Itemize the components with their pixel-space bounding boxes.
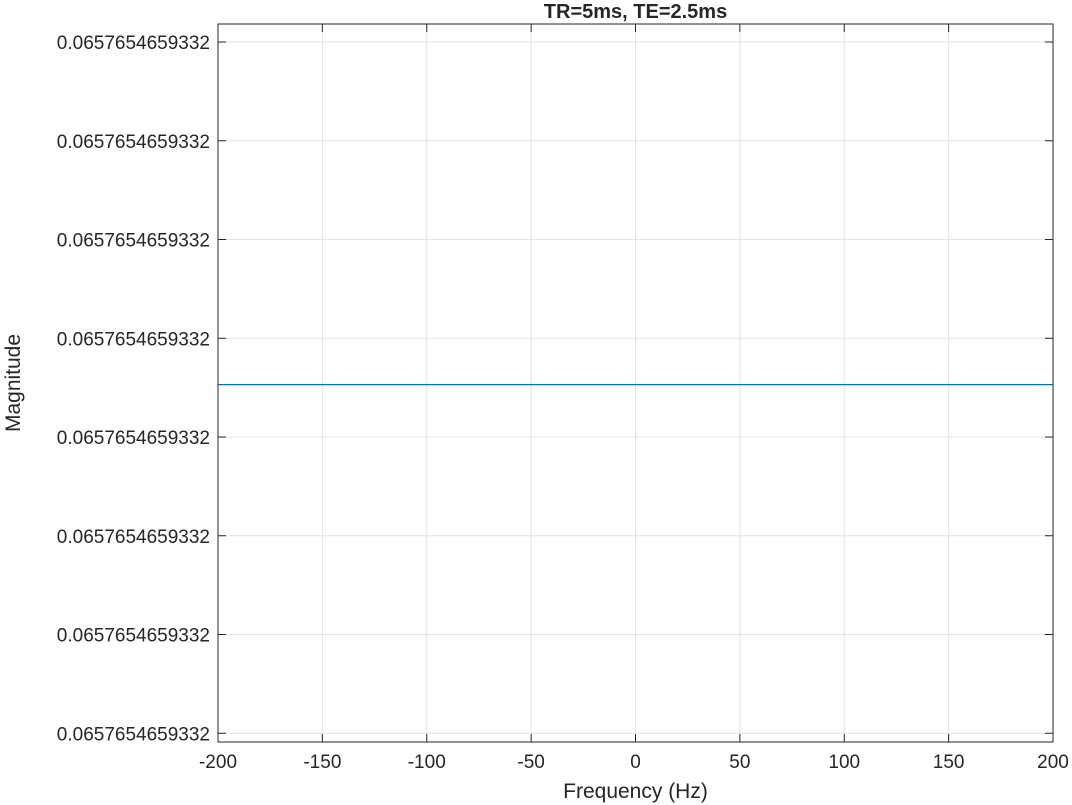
x-tick-label: 50 [729, 752, 750, 773]
x-tick-label: -150 [303, 752, 341, 773]
x-tick-label: 0 [630, 752, 641, 773]
x-tick-label: 200 [1037, 752, 1069, 773]
y-tick-label: 0.0657654659332 [57, 231, 210, 252]
y-tick-label: 0.0657654659332 [57, 329, 210, 350]
y-tick-label: 0.0657654659332 [57, 527, 210, 548]
y-tick-label: 0.0657654659332 [57, 626, 210, 647]
y-tick-label: 0.0657654659332 [57, 428, 210, 449]
chart-title: TR=5ms, TE=2.5ms [544, 1, 727, 23]
x-tick-label: 150 [933, 752, 965, 773]
ticks [217, 24, 1054, 742]
x-tick-labels: -200 -150 -100 -50 0 50 100 150 200 [199, 752, 1069, 773]
x-tick-label: -100 [408, 752, 446, 773]
x-tick-label: 100 [828, 752, 860, 773]
y-tick-label: 0.0657654659332 [57, 724, 210, 745]
x-axis-label: Frequency (Hz) [563, 780, 708, 803]
y-tick-label: 0.0657654659332 [57, 33, 210, 54]
x-tick-label: -200 [199, 752, 237, 773]
x-tick-label: -50 [517, 752, 544, 773]
y-tick-label: 0.0657654659332 [57, 132, 210, 153]
y-tick-labels: 0.0657654659332 0.0657654659332 0.06576546… [57, 33, 210, 745]
y-axis-label: Magnitude [2, 334, 25, 432]
grid-lines [218, 24, 1053, 742]
